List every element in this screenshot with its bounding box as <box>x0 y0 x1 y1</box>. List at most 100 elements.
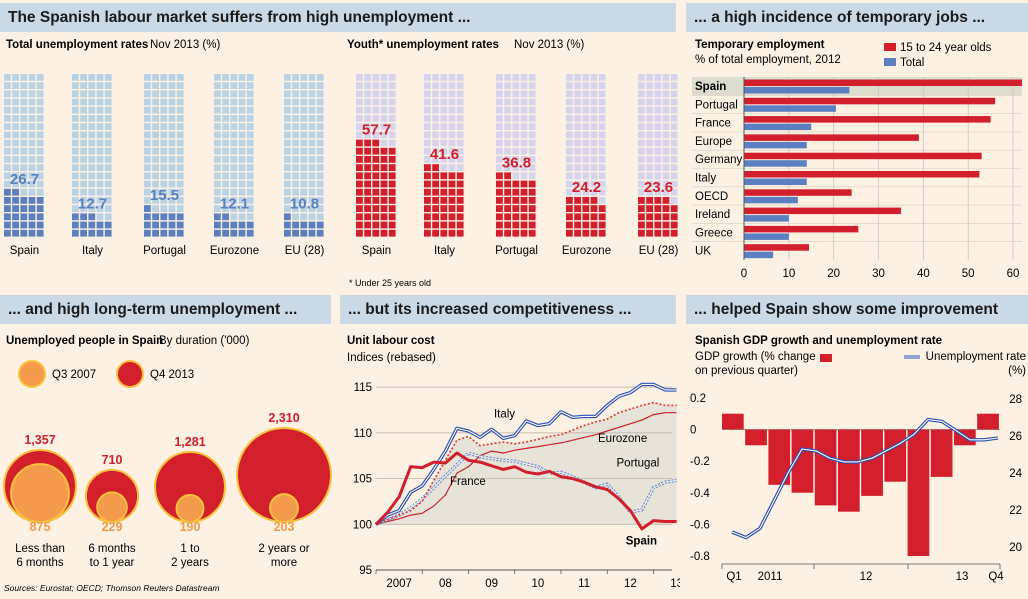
header-competitiveness: ... but its increased competitiveness ..… <box>340 295 676 324</box>
youth-cell <box>424 106 431 114</box>
total-cell <box>176 221 184 229</box>
total-cell <box>80 82 87 89</box>
youth-cell <box>388 172 396 180</box>
youth-cell <box>364 156 371 163</box>
youth-cell <box>372 147 380 155</box>
total-cell <box>292 106 299 114</box>
youth-cell <box>372 229 380 237</box>
youth-cell <box>528 123 536 130</box>
total-cell <box>284 205 291 212</box>
youth-cell <box>590 221 598 229</box>
total-cell <box>72 213 79 221</box>
youth-cell <box>598 172 606 180</box>
youth-cell <box>388 164 396 171</box>
total-cell <box>28 197 36 204</box>
total-cell <box>238 90 246 98</box>
youth-cell <box>574 115 581 122</box>
total-cell <box>308 82 316 89</box>
youth-cell <box>638 90 645 98</box>
youth-cell <box>440 98 448 106</box>
youth-cell <box>662 188 670 196</box>
youth-cell <box>670 197 678 204</box>
total-cell <box>28 90 36 98</box>
total-cell <box>152 98 159 106</box>
total-cell <box>72 123 79 130</box>
youth-cell <box>424 172 431 180</box>
youth-cell <box>388 205 396 212</box>
total-cell <box>4 229 11 237</box>
total-cell <box>72 139 79 147</box>
total-cell <box>292 156 299 163</box>
youth-cell <box>528 156 536 163</box>
youth-cell <box>520 156 528 163</box>
total-cell <box>284 98 291 106</box>
total-cell <box>300 131 308 139</box>
youth-cell <box>448 164 456 171</box>
unemp-ytick-label: 28 <box>1009 394 1022 406</box>
youth-cell <box>646 229 653 237</box>
total-cell <box>28 123 36 130</box>
total-cell <box>4 82 11 89</box>
youth-cell <box>662 106 670 114</box>
youth-cell <box>670 180 678 188</box>
total-cell <box>284 123 291 130</box>
youth-cell <box>440 229 448 237</box>
total-cell <box>214 98 221 106</box>
youth-cell <box>662 115 670 122</box>
total-cell <box>160 98 168 106</box>
total-cell <box>4 98 11 106</box>
total-cell <box>12 123 19 130</box>
total-cell <box>308 115 316 122</box>
total-cell <box>230 188 238 196</box>
youth-cell <box>582 74 590 81</box>
total-cell <box>230 172 238 180</box>
bar-youth-uk <box>744 244 810 251</box>
total-cell <box>36 131 44 139</box>
youth-cell <box>582 180 590 188</box>
youth-cell <box>356 229 363 237</box>
total-cell <box>12 106 19 114</box>
youth-value-label: 57.7 <box>362 122 391 139</box>
youth-cell <box>670 188 678 196</box>
total-cell <box>72 90 79 98</box>
total-cell <box>316 147 324 155</box>
youth-cell <box>504 98 511 106</box>
total-cell <box>160 82 168 89</box>
youth-cell <box>364 106 371 114</box>
unemp-ytick-label: 20 <box>1009 542 1022 554</box>
bubble-q3-2007-6-months-to-1-year <box>96 491 128 524</box>
total-cell <box>238 221 246 229</box>
youth-cell <box>456 106 464 114</box>
ulc-title: Unit labour cost <box>347 335 435 347</box>
youth-cell <box>424 90 431 98</box>
youth-cell <box>496 90 503 98</box>
total-cell <box>4 147 11 155</box>
total-cell <box>316 180 324 188</box>
youth-cell <box>654 197 662 204</box>
total-cell <box>246 156 254 163</box>
ulc-series-label-portugal: Portugal <box>617 458 660 470</box>
youth-cell <box>582 139 590 147</box>
youth-cell <box>566 197 573 204</box>
ulc-xtick-label: 08 <box>439 578 452 590</box>
youth-cell <box>520 123 528 130</box>
youth-cell <box>574 106 581 114</box>
youth-cell <box>504 197 511 204</box>
youth-cell <box>638 82 645 89</box>
youth-cell <box>582 82 590 89</box>
youth-cell <box>566 188 573 196</box>
youth-cell <box>638 139 645 147</box>
total-cell <box>168 213 176 221</box>
youth-cell <box>456 197 464 204</box>
total-cell <box>144 180 151 188</box>
gdp-bar <box>722 413 744 430</box>
total-cell <box>222 131 229 139</box>
duration-label: 6 months <box>16 557 64 569</box>
youth-cell <box>566 98 573 106</box>
youth-cell <box>582 90 590 98</box>
total-cell <box>4 106 11 114</box>
ulc-ytick-label: 95 <box>359 565 372 577</box>
total-cell <box>36 74 44 81</box>
temp-xtick-label: 60 <box>1007 268 1020 280</box>
youth-cell <box>582 156 590 163</box>
